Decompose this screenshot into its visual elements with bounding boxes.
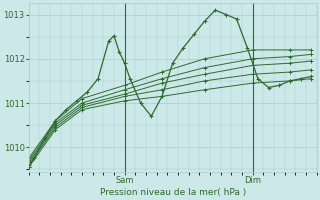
X-axis label: Pression niveau de la mer( hPa ): Pression niveau de la mer( hPa ): [100, 188, 246, 197]
